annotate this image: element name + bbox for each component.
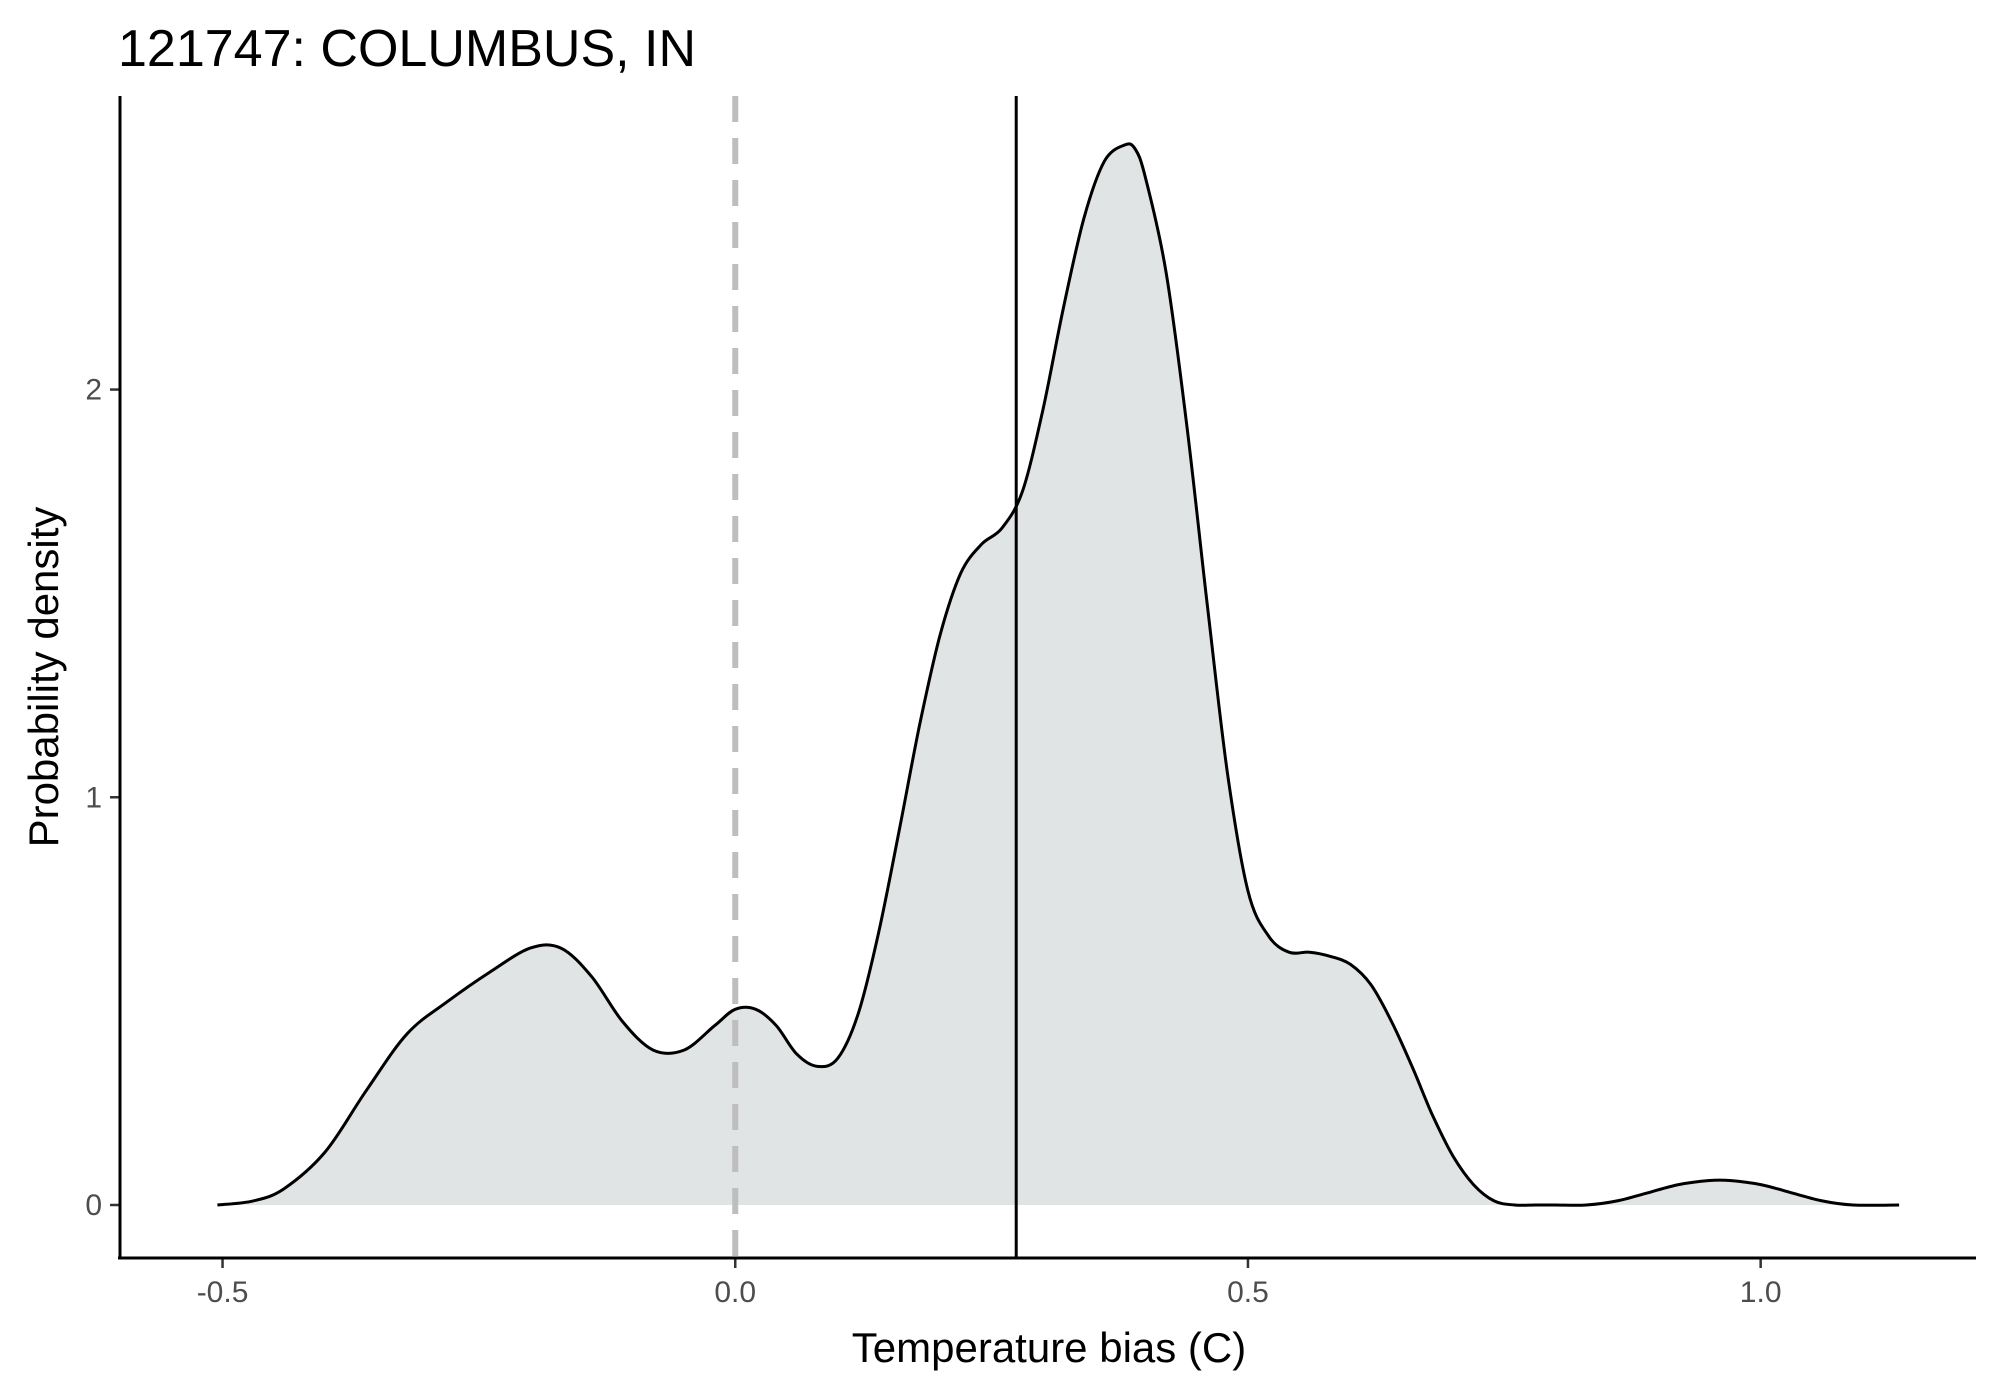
- density-curve-line: [217, 142, 1900, 1207]
- y-axis-ticks: 0 1 2: [85, 374, 120, 1222]
- x-tick-label: 0.5: [1227, 1276, 1269, 1309]
- density-area-fill: [217, 143, 1900, 1206]
- plot-area: [217, 96, 1900, 1258]
- x-axis-title: Temperature bias (C): [852, 1324, 1246, 1371]
- chart-title: 121747: COLUMBUS, IN: [118, 20, 696, 78]
- x-tick-label: -0.5: [197, 1276, 249, 1309]
- y-tick-label: 0: [85, 1189, 102, 1222]
- x-axis-ticks: -0.5 0.0 0.5 1.0: [197, 1258, 1782, 1309]
- y-tick-label: 2: [85, 374, 102, 407]
- y-axis-title: Probability density: [20, 507, 67, 848]
- x-tick-label: 0.0: [714, 1276, 756, 1309]
- y-tick-label: 1: [85, 781, 102, 814]
- x-tick-label: 1.0: [1740, 1276, 1782, 1309]
